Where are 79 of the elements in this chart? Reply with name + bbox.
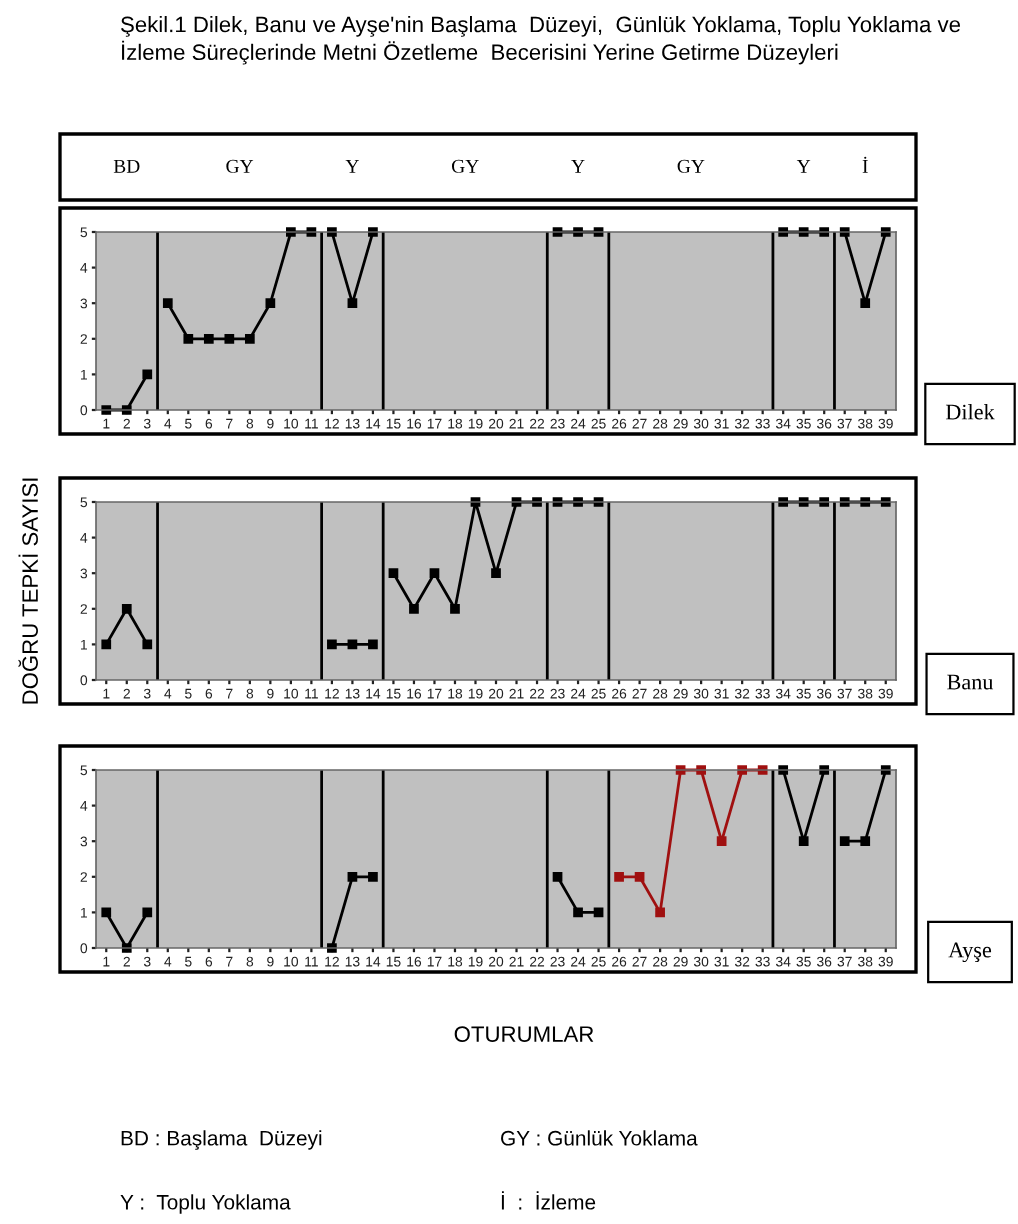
point: [573, 907, 583, 918]
point: [368, 227, 378, 237]
point: [121, 405, 132, 415]
text: İ: [862, 156, 868, 173]
text: GY: [451, 159, 479, 173]
y2-axis-title: Dilek: [945, 403, 995, 420]
point: [655, 907, 665, 918]
point: [347, 639, 358, 650]
point: [757, 765, 768, 775]
point: [798, 227, 809, 237]
point: [121, 603, 132, 614]
point: [491, 568, 501, 579]
x-axis-title: OTURUMLAR: [454, 1026, 594, 1042]
point: [142, 907, 153, 918]
point: [162, 298, 173, 309]
point: [696, 765, 706, 775]
point: [573, 227, 583, 237]
point: [716, 836, 727, 847]
point: [880, 227, 891, 237]
point: [244, 333, 255, 344]
point: [142, 639, 153, 650]
point: [573, 497, 583, 507]
point: [327, 227, 337, 237]
point: [778, 497, 789, 507]
text: BD : Başlama Düzeyi: [121, 1130, 322, 1150]
text: Y: [796, 159, 811, 173]
text: GY: [677, 159, 705, 173]
text: Y: [345, 159, 359, 173]
point: [880, 765, 891, 775]
y2-axis-title: Ayşe: [948, 942, 992, 963]
point: [429, 568, 440, 579]
text: Y: [571, 159, 585, 173]
point: [409, 603, 419, 614]
point: [593, 907, 604, 918]
point: [778, 227, 789, 237]
point: [839, 227, 850, 237]
point: [880, 497, 891, 507]
point: [839, 497, 850, 507]
point: [614, 871, 624, 882]
y2-axis-title: Banu: [947, 674, 994, 690]
point: [819, 765, 830, 775]
point: [819, 227, 830, 237]
point: [327, 943, 337, 953]
point: [121, 943, 132, 953]
point: [142, 369, 153, 380]
point: [368, 871, 378, 882]
point: [860, 836, 871, 847]
point: [634, 871, 645, 882]
point: [860, 497, 871, 507]
point: [819, 497, 830, 507]
point: [368, 639, 378, 650]
point: [183, 333, 194, 344]
point: [101, 907, 112, 918]
point: [798, 836, 809, 847]
point: [450, 603, 460, 614]
point: [532, 497, 542, 507]
point: [860, 298, 871, 309]
point: [778, 765, 789, 775]
point: [737, 765, 748, 775]
text: GY: [226, 159, 254, 173]
point: [798, 497, 809, 507]
point: [265, 298, 276, 309]
chart-title: Şekil.1 Dilek, Banu ve Ayşe'nin Başlama Düzeyi, Günlük Yoklama, Toplu Yoklama ve İzleme Süreçlerinde Metni Özetleme Becerisini Yerine Getirme Düzeyleri: [121, 16, 961, 65]
text: GY : Günlük Yoklama: [501, 1130, 698, 1146]
point: [286, 227, 296, 237]
point: [327, 639, 337, 650]
point: [224, 333, 235, 344]
point: [101, 639, 112, 650]
y-axis-title: DOĞRU TEPKİ SAYISI: [18, 478, 38, 704]
text: BD: [113, 159, 140, 173]
point: [388, 568, 399, 579]
point: [203, 333, 214, 344]
point: [347, 298, 358, 309]
point: [552, 871, 563, 882]
point: [101, 405, 112, 415]
text: İ : İzleme: [501, 1191, 596, 1210]
text: Y : Toplu Yoklama: [120, 1194, 291, 1214]
point: [839, 836, 850, 847]
point: [347, 871, 358, 882]
